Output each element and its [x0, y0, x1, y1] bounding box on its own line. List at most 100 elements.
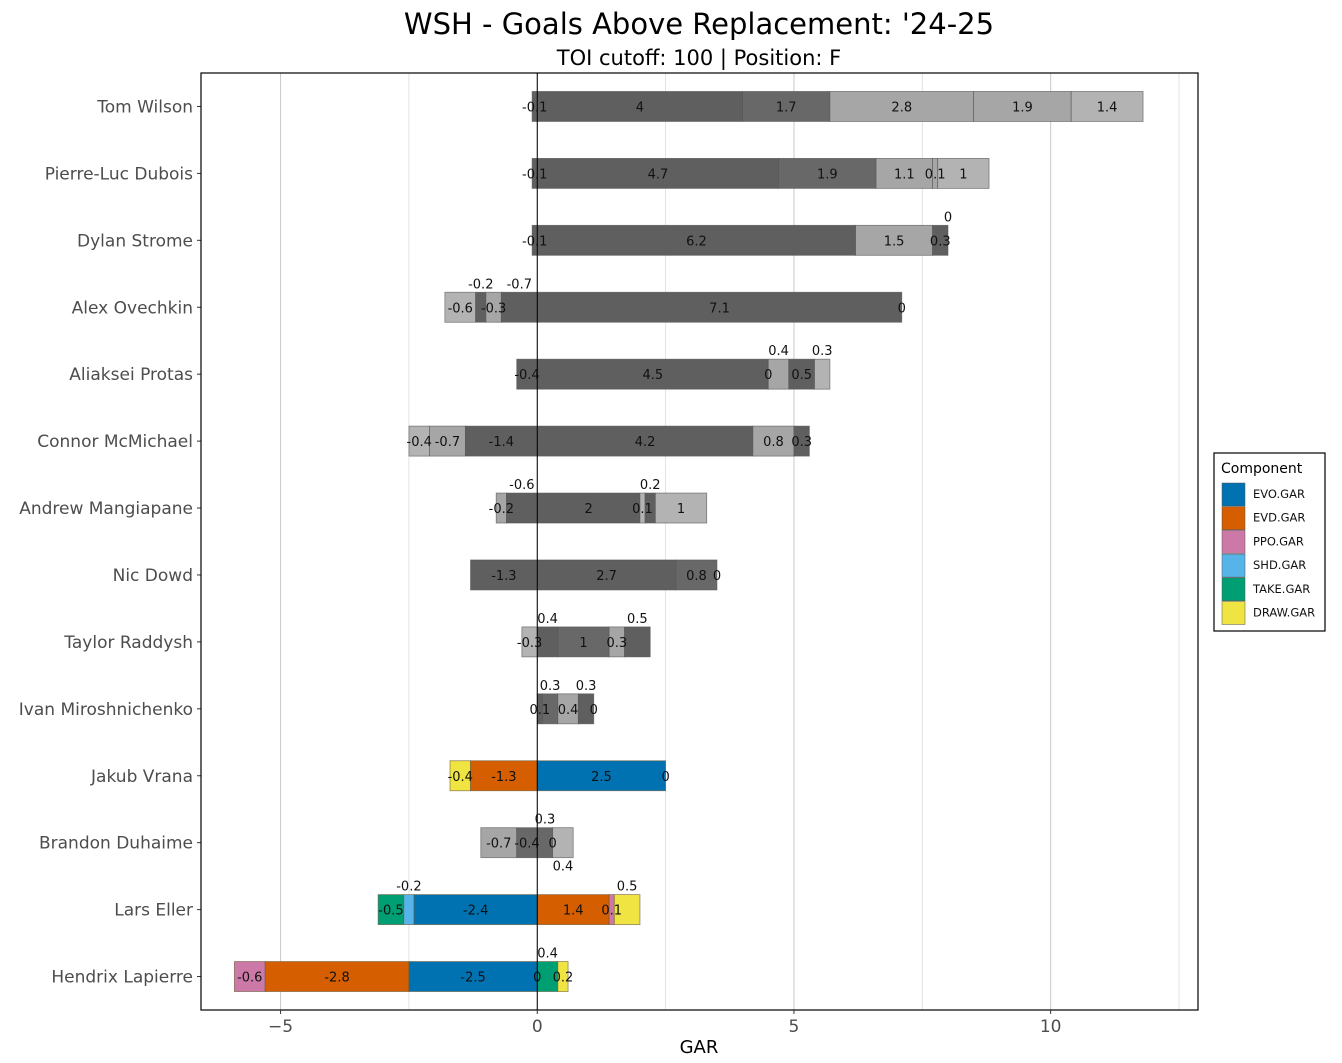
player-bar: -0.3 0.4 1 0.3 0.5 — [517, 612, 651, 658]
segment-label: 1 — [579, 636, 587, 651]
player-label: Lars Eller — [114, 901, 193, 921]
segment-label: 0.5 — [791, 368, 812, 383]
segment-label: 0 — [764, 368, 772, 383]
segment-label: 4.7 — [648, 167, 669, 182]
legend-swatch — [1221, 553, 1246, 578]
segment-label: -0.1 — [522, 100, 547, 115]
bar-segment — [413, 894, 538, 926]
player-bar: -1.3 2.7 0.8 0 — [470, 559, 721, 591]
bar-segment — [403, 894, 415, 926]
bar-segment — [557, 961, 569, 992]
player-label: Nic Dowd — [113, 566, 193, 586]
segment-label: 4.5 — [642, 368, 663, 383]
segment-label: -0.4 — [514, 368, 539, 383]
bar-segment — [1070, 91, 1144, 122]
bar-segment — [536, 492, 641, 524]
bar-segment — [470, 760, 538, 792]
bar-segment — [429, 425, 466, 457]
plot-panel: -0.1 4 1.7 2.8 1.9 1.4 Tom Wilson -0.1 4.7 1.9 1.1… — [19, 72, 1199, 1037]
bar-segment — [444, 291, 477, 323]
segment-label: -2.8 — [324, 971, 349, 986]
segment-label: 2.5 — [591, 770, 612, 785]
player-bar: -0.7 -0.4 0.3 0 0.4 — [480, 813, 574, 875]
segment-label: 0 — [590, 703, 598, 718]
player-label: Aliaksei Protas — [69, 365, 193, 385]
segment-label: 0.3 — [535, 813, 556, 828]
bar-segment — [264, 961, 410, 992]
player-bar: -0.2 -0.6 2 0.1 0.2 1 — [489, 478, 708, 524]
segment-label: 0.8 — [763, 435, 784, 450]
segment-label: 0.1 — [529, 703, 550, 718]
segment-label: 1.4 — [1097, 100, 1118, 115]
legend-label: SHD.GAR — [1253, 558, 1306, 572]
segment-label: 0.1 — [632, 502, 653, 517]
player-label: Pierre-Luc Dubois — [45, 164, 193, 184]
chart-title: WSH - Goals Above Replacement: '24-25 — [404, 7, 994, 41]
segment-label: 4 — [636, 100, 644, 115]
segment-label: -0.4 — [407, 435, 432, 450]
segment-label: 1.9 — [1012, 100, 1033, 115]
player-label: Andrew Mangiapane — [19, 499, 193, 519]
bar-segment — [557, 626, 610, 658]
bar-segment — [937, 157, 990, 189]
bar-segment — [408, 961, 538, 992]
player-bar: -0.1 6.2 1.5 0.3 0 — [522, 210, 952, 256]
segment-label: 7.1 — [709, 301, 730, 316]
legend-swatch — [1221, 530, 1246, 554]
x-tick-label: 0 — [532, 1017, 543, 1037]
panel-background — [201, 73, 1198, 1010]
player-label: Hendrix Lapierre — [51, 968, 193, 988]
player-label: Alex Ovechkin — [72, 298, 193, 318]
bar-segment — [624, 626, 651, 658]
player-label: Ivan Miroshnichenko — [19, 700, 193, 720]
legend-swatch — [1221, 482, 1246, 507]
segment-label: -0.7 — [507, 277, 532, 292]
bar-segment — [577, 693, 595, 725]
player-bar: -0.4 -1.3 2.5 0 — [448, 760, 670, 792]
panel-border — [200, 72, 1199, 1011]
segment-label: 0.4 — [553, 860, 574, 875]
segment-label: -0.6 — [448, 301, 473, 316]
legend-label: TAKE.GAR — [1252, 582, 1310, 596]
bar-segment — [932, 224, 949, 256]
segment-label: 0.1 — [601, 904, 622, 919]
player-label: Dylan Strome — [77, 231, 193, 251]
segment-label: 0 — [898, 301, 906, 316]
segment-label: 1.4 — [563, 904, 584, 919]
segment-label: -0.2 — [468, 277, 493, 292]
segment-label: 1.1 — [894, 167, 915, 182]
segment-label: 0.3 — [812, 344, 833, 359]
segment-label: 0.2 — [553, 971, 574, 986]
segment-label: 2 — [584, 502, 592, 517]
bar-segment — [500, 291, 538, 323]
legend-swatch — [1221, 601, 1246, 625]
bar-segment — [536, 157, 779, 189]
bar-segment — [855, 224, 933, 256]
bar-segment — [552, 827, 574, 859]
bar-segment — [788, 358, 815, 390]
legend-title: Component — [1221, 461, 1303, 477]
segment-label: 0.2 — [640, 478, 661, 493]
segment-label: -0.4 — [514, 837, 539, 852]
segment-label: 0.3 — [540, 679, 561, 694]
player-label: Jakub Vrana — [90, 767, 193, 787]
segment-label: 0.3 — [607, 636, 628, 651]
player-label: Brandon Duhaime — [39, 834, 193, 854]
segment-label: -1.4 — [489, 435, 514, 450]
segment-label: -0.5 — [378, 904, 403, 919]
player-label: Tom Wilson — [96, 97, 193, 117]
segment-label: 0.5 — [627, 612, 648, 627]
segment-label: 0.4 — [537, 947, 558, 962]
legend-label: PPO.GAR — [1253, 534, 1304, 548]
segment-label: -0.7 — [486, 837, 511, 852]
segment-label: -1.3 — [491, 770, 516, 785]
legend-swatch — [1221, 506, 1246, 530]
bar-segment — [973, 91, 1072, 122]
segment-label: 0.4 — [558, 703, 579, 718]
segment-label: -2.4 — [463, 904, 488, 919]
segment-label: 0.3 — [930, 234, 951, 249]
player-bar: -0.4 4.5 0 0.40.50.3 — [514, 344, 833, 390]
player-bar: -0.1 4 1.7 2.8 1.9 1.4 — [522, 91, 1144, 122]
segment-label: 0 — [661, 770, 669, 785]
